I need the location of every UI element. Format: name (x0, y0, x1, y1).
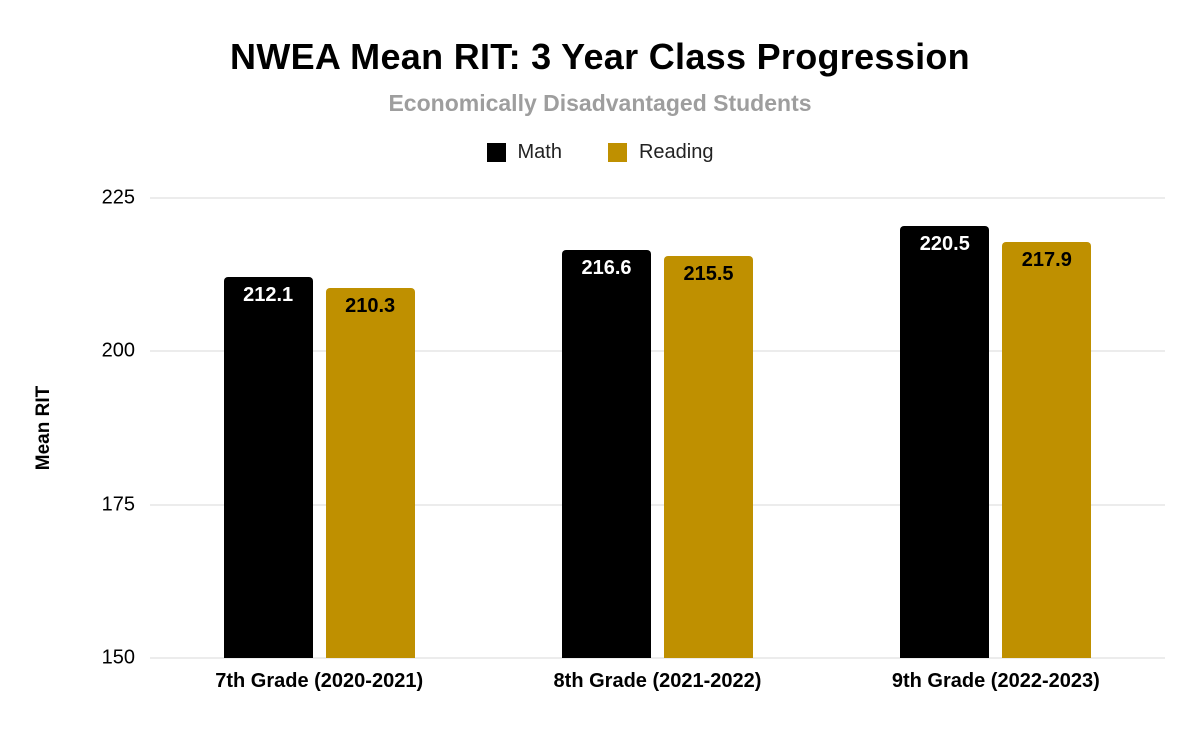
bar-group: 216.6 215.5 (488, 198, 826, 658)
reading-series-swatch-icon (607, 143, 627, 162)
y-tick-label: 225 (101, 186, 135, 209)
legend-item-reading: Reading (607, 141, 714, 164)
gridline (150, 350, 1165, 352)
bar-groups: 212.1 210.3 216.6 215.5 220.5 217.9 (150, 198, 1165, 658)
gridline (150, 197, 1165, 199)
x-category-label: 8th Grade (2021-2022) (553, 670, 762, 692)
bar-value-label: 217.9 (1021, 248, 1072, 271)
x-category-label: 7th Grade (2020-2021) (215, 670, 424, 692)
bar-reading: 210.3 (325, 288, 415, 658)
plot-area: 150 175 200 225 212.1 210.3 216.6 215.5 220.5 217… (102, 187, 1165, 669)
bar-value-label: 220.5 (919, 232, 970, 255)
bar-math: 220.5 (900, 225, 990, 658)
bar-value-label: 210.3 (345, 295, 396, 318)
math-series-swatch-icon (486, 143, 506, 162)
bar-value-label: 215.5 (683, 263, 734, 286)
y-tick-label: 150 (101, 646, 135, 669)
bar-group: 212.1 210.3 (150, 198, 488, 658)
chart-subtitle: Economically Disadvantaged Students (388, 90, 812, 116)
y-tick-label: 175 (101, 493, 135, 516)
bar-reading: 217.9 (1002, 241, 1092, 658)
bar-group: 220.5 217.9 (827, 198, 1165, 658)
chart-title: NWEA Mean RIT: 3 Year Class Progression (230, 36, 970, 77)
legend: Math Reading (0, 141, 1200, 164)
gridline (150, 657, 1165, 659)
bar-value-label: 216.6 (581, 256, 632, 279)
legend-item-math: Math (486, 141, 562, 164)
bar-math: 216.6 (561, 249, 651, 658)
x-axis: 7th Grade (2020-2021) 8th Grade (2021-202… (150, 670, 1165, 693)
chart-area: Mean RIT 150 175 200 225 212.1 210.3 216.6 215.… (0, 187, 1200, 693)
bar-value-label: 212.1 (243, 284, 294, 307)
y-tick-label: 200 (101, 339, 135, 362)
bar-math: 212.1 (223, 277, 313, 658)
x-category-label: 9th Grade (2022-2023) (891, 670, 1100, 692)
legend-label-reading: Reading (638, 141, 714, 163)
legend-label-math: Math (517, 141, 562, 163)
y-axis-label: Mean RIT (33, 385, 54, 471)
bar-reading: 215.5 (663, 256, 753, 658)
gridline (150, 504, 1165, 506)
